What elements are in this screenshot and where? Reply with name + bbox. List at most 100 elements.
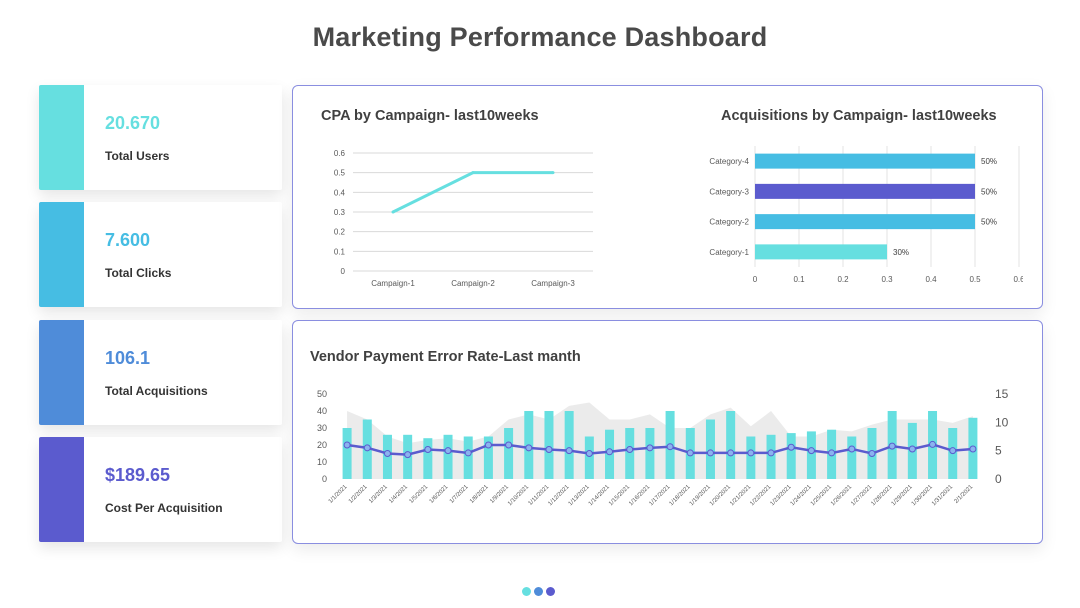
error-bar <box>746 436 756 479</box>
campaign-charts-panel: CPA by Campaign- last10weeks Acquisition… <box>292 85 1043 309</box>
line-data-point <box>969 445 977 453</box>
kpi-card-total-acquisitions: 106.1 Total Acquisitions <box>39 320 282 425</box>
error-bar <box>705 419 715 479</box>
error-bar <box>564 411 574 479</box>
vendor-payment-panel: Vendor Payment Error Rate-Last manth 0 10… <box>292 320 1043 544</box>
kpi-label: Total Users <box>105 149 170 163</box>
x-tick-label: Campaign-3 <box>531 279 575 288</box>
x-tick-label: Campaign-1 <box>371 279 415 288</box>
line-data-point <box>444 447 452 455</box>
x-tick-label: 1/8/2021 <box>469 484 490 505</box>
y-right-tick-label: 15 <box>995 387 1009 401</box>
kpi-card-total-clicks: 7.600 Total Clicks <box>39 202 282 307</box>
kpi-accent-bar <box>39 320 84 425</box>
data-point <box>471 171 475 175</box>
pagination-dots <box>522 583 558 601</box>
x-tick-label: 0.5 <box>969 275 981 284</box>
y-left-tick-label: 30 <box>317 423 327 433</box>
error-bar <box>726 411 736 479</box>
kpi-value: 7.600 <box>105 230 151 250</box>
line-data-point <box>404 451 412 459</box>
data-label: 50% <box>981 187 997 196</box>
line-data-point <box>565 447 573 455</box>
acquisitions-bar-chart: 0 0.1 0.2 0.3 0.4 0.5 0.6 Category-4 50% Category… <box>709 146 1023 284</box>
line-data-point <box>424 446 432 454</box>
error-bar <box>645 428 655 479</box>
y-tick-label: Category-1 <box>709 248 749 257</box>
line-data-point <box>747 449 755 457</box>
y-tick-label: Category-2 <box>709 218 749 227</box>
page-dot[interactable] <box>534 587 543 596</box>
x-tick-label: 1/6/2021 <box>429 484 450 505</box>
y-left-tick-label: 20 <box>317 440 327 450</box>
line-data-point <box>807 447 815 455</box>
line-data-point <box>606 448 614 456</box>
line-data-point <box>343 441 351 449</box>
error-bar <box>766 434 776 479</box>
error-bar <box>423 438 433 479</box>
error-bar <box>786 433 796 479</box>
x-tick-label: 0 <box>753 275 758 284</box>
line-data-point <box>767 449 775 457</box>
background-area <box>347 402 973 479</box>
x-tick-label: 1/4/2021 <box>388 484 409 505</box>
x-tick-label: 1/3/2021 <box>368 484 389 505</box>
line-data-point <box>626 446 634 454</box>
error-bar <box>625 428 635 479</box>
acquisition-bar <box>755 214 975 230</box>
error-bar <box>847 436 857 479</box>
x-tick-label: 0.4 <box>925 275 937 284</box>
x-tick-label: 1/1/2021 <box>328 484 349 505</box>
acquisitions-chart-title: Acquisitions by Campaign- last10weeks <box>721 108 997 124</box>
acquisition-bar <box>755 183 975 199</box>
x-tick-label: 1/5/2021 <box>408 484 429 505</box>
line-data-point <box>908 445 916 453</box>
line-data-point <box>383 450 391 457</box>
x-tick-label: 1/7/2021 <box>449 484 470 505</box>
kpi-accent-bar <box>39 437 84 542</box>
line-data-point <box>787 443 795 451</box>
vendor-chart-title: Vendor Payment Error Rate-Last manth <box>310 349 581 365</box>
cpa-chart-title: CPA by Campaign- last10weeks <box>321 108 539 124</box>
line-data-point <box>848 445 856 453</box>
data-label: 30% <box>893 248 909 257</box>
y-tick-label: 0.2 <box>334 228 346 237</box>
kpi-value: $189.65 <box>105 465 171 485</box>
y-left-tick-label: 50 <box>317 389 327 399</box>
kpi-label: Cost Per Acquisition <box>105 501 223 515</box>
error-bar <box>443 434 453 479</box>
y-tick-label: 0.1 <box>334 247 346 256</box>
error-bar <box>463 436 473 479</box>
line-data-point <box>828 449 836 457</box>
error-bar <box>544 411 554 479</box>
line-data-point <box>464 449 472 457</box>
page-dot[interactable] <box>522 587 531 596</box>
x-tick-label: 0.2 <box>837 275 849 284</box>
x-tick-label: 1/31/2021 <box>931 484 955 508</box>
line-data-point <box>525 444 533 452</box>
acquisition-bar <box>755 153 975 169</box>
error-bar <box>584 436 594 479</box>
line-data-point <box>666 443 674 451</box>
error-bar <box>342 428 352 479</box>
line-data-point <box>646 444 654 452</box>
data-point <box>391 210 395 214</box>
data-point <box>551 171 555 175</box>
data-label: 50% <box>981 157 997 166</box>
kpi-card-total-users: 20.670 Total Users <box>39 85 282 190</box>
page-dot[interactable] <box>546 587 555 596</box>
y-tick-label: 0.4 <box>334 188 346 197</box>
kpi-accent-bar <box>39 85 84 190</box>
y-tick-label: Category-4 <box>709 157 749 166</box>
kpi-label: Total Acquisitions <box>105 384 208 398</box>
y-left-tick-label: 0 <box>322 474 327 484</box>
kpi-card-cost-per-acquisition: $189.65 Cost Per Acquisition <box>39 437 282 542</box>
y-tick-label: 0 <box>341 267 346 276</box>
cpa-line-chart: 0 0.1 0.2 0.3 0.4 0.5 0.6 Campaign-1 Campaign-2 C… <box>334 149 593 288</box>
x-tick-label: 0.1 <box>793 275 805 284</box>
data-label: 50% <box>981 218 997 227</box>
y-right-tick-label: 10 <box>995 415 1009 429</box>
y-tick-label: Category-3 <box>709 187 749 196</box>
y-tick-label: 0.5 <box>334 169 346 178</box>
kpi-accent-bar <box>39 202 84 307</box>
